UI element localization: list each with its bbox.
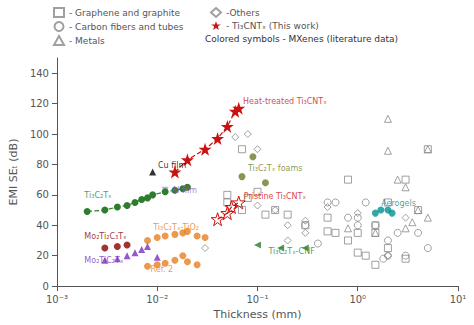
svg-text:-Others: -Others xyxy=(226,8,260,18)
svg-text:0: 0 xyxy=(43,281,49,292)
svg-text:Mo₂TiC₂Tₓ: Mo₂TiC₂Tₓ xyxy=(84,256,124,265)
svg-text:Ti₃C₂Tₓ-TiO₂: Ti₃C₂Tₓ-TiO₂ xyxy=(152,223,199,232)
svg-text:Al film: Al film xyxy=(172,186,198,195)
svg-text:Ti₃C₂Tₓ foams: Ti₃C₂Tₓ foams xyxy=(247,164,302,173)
svg-text:10⁻³: 10⁻³ xyxy=(46,294,68,305)
svg-text:Mo₂Ti₂C₃Tₓ: Mo₂Ti₂C₃Tₓ xyxy=(84,232,127,241)
svg-text:- Metals: - Metals xyxy=(69,36,105,46)
svg-text:Colored symbols - MXenes (lite: Colored symbols - MXenes (literature dat… xyxy=(205,34,398,44)
svg-text:80: 80 xyxy=(36,159,49,170)
svg-text:140: 140 xyxy=(30,68,49,79)
svg-text:10⁻¹: 10⁻¹ xyxy=(246,294,268,305)
svg-text:Aerogels: Aerogels xyxy=(381,199,416,208)
svg-text:EMI SEₜ (dB): EMI SEₜ (dB) xyxy=(7,139,20,206)
svg-text:- Carbon fibers and tubes: - Carbon fibers and tubes xyxy=(69,22,184,32)
svg-text:Heat-treated Ti₃CNTₓ: Heat-treated Ti₃CNTₓ xyxy=(243,97,327,106)
svg-text:60: 60 xyxy=(36,189,49,200)
svg-text:Thickness (mm): Thickness (mm) xyxy=(213,308,302,321)
svg-text:Ref. 2: Ref. 2 xyxy=(151,265,174,274)
svg-text:- Graphene and graphite: - Graphene and graphite xyxy=(69,8,181,18)
svg-text:Pristine Ti₃CNTₓ: Pristine Ti₃CNTₓ xyxy=(244,192,307,201)
svg-text:10¹: 10¹ xyxy=(450,294,467,305)
svg-text:100: 100 xyxy=(30,129,49,140)
svg-text:Ti₃C₂Tₓ-CNF: Ti₃C₂Tₓ-CNF xyxy=(267,247,315,256)
svg-text:Cu film: Cu film xyxy=(158,161,186,170)
svg-text:- Ti₃CNTₓ (This work): - Ti₃CNTₓ (This work) xyxy=(226,21,319,31)
svg-text:40: 40 xyxy=(36,220,49,231)
svg-text:Ti₃C₂Tₓ: Ti₃C₂Tₓ xyxy=(83,191,112,200)
svg-text:10⁻²: 10⁻² xyxy=(146,294,168,305)
svg-text:20: 20 xyxy=(36,250,49,261)
svg-text:120: 120 xyxy=(30,98,49,109)
svg-text:10⁰: 10⁰ xyxy=(349,294,366,305)
